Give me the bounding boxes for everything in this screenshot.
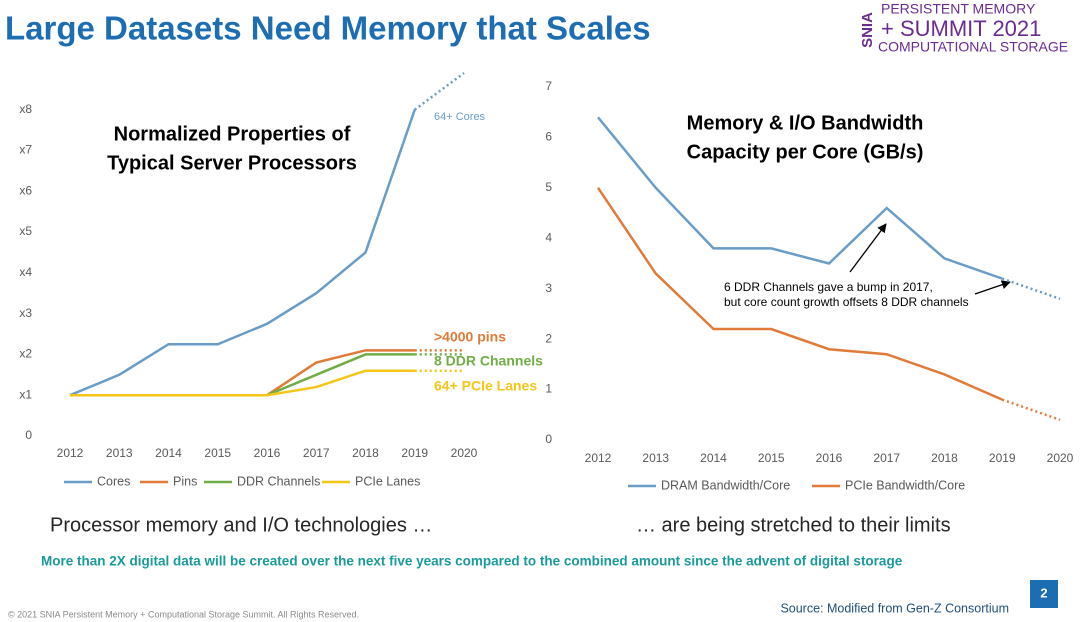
- chart-title: Memory & I/O Bandwidth: [687, 112, 924, 134]
- y-tick-label: 0: [25, 428, 32, 442]
- line: [597, 116, 1003, 280]
- x-tick-label: 2018: [352, 446, 379, 460]
- annotation: >4000 pins: [434, 329, 506, 345]
- x-tick-label: 2014: [700, 451, 727, 465]
- caption: Processor memory and I/O technologies …: [50, 514, 432, 536]
- annotation: 8 DDR Channels: [434, 353, 543, 369]
- page-box: [1030, 580, 1058, 608]
- legend-label: Pins: [173, 474, 197, 488]
- projection-line: [414, 71, 465, 111]
- y-tick-label: 7: [545, 79, 552, 93]
- y-tick-label: 6: [545, 130, 552, 144]
- annotation: but core count growth offsets 8 DDR chan…: [724, 295, 969, 309]
- legend-label: DRAM Bandwidth/Core: [661, 478, 790, 492]
- logo-mark: SNIA: [859, 12, 876, 48]
- x-tick-label: 2019: [989, 451, 1016, 465]
- line: [596, 187, 1003, 401]
- y-tick-label: 4: [545, 230, 552, 244]
- y-tick-label: 3: [545, 281, 552, 295]
- x-tick-label: 2017: [873, 451, 900, 465]
- y-tick-label: 0: [545, 432, 552, 446]
- projection-line: [1001, 277, 1061, 300]
- x-tick-label: 2017: [303, 446, 330, 460]
- arrow: [974, 280, 1011, 295]
- y-tick-label: x3: [19, 306, 32, 320]
- caption: … are being stretched to their limits: [636, 514, 951, 536]
- y-tick-label: x8: [19, 102, 32, 116]
- annotation: 6 DDR Channels gave a bump in 2017,: [724, 280, 933, 294]
- x-tick-label: 2013: [106, 446, 133, 460]
- y-tick-label: x6: [19, 183, 32, 197]
- y-tick-label: 5: [545, 180, 552, 194]
- line: [69, 109, 416, 397]
- y-tick-label: 2: [545, 331, 552, 345]
- logo-line: PERSISTENT MEMORY: [881, 1, 1036, 17]
- x-tick-label: 2019: [401, 446, 428, 460]
- y-tick-label: x1: [19, 387, 32, 401]
- page-number: 2: [1040, 585, 1047, 600]
- x-tick-label: 2013: [642, 451, 669, 465]
- statement: More than 2X digital data will be create…: [41, 554, 903, 569]
- chart-title: Normalized Properties of: [114, 123, 351, 145]
- chart-title: Typical Server Processors: [107, 152, 357, 174]
- projection-line: [1001, 398, 1061, 422]
- x-tick-label: 2012: [585, 451, 612, 465]
- x-tick-label: 2016: [254, 446, 281, 460]
- arrow: [849, 223, 887, 273]
- annotation: 64+ Cores: [434, 111, 486, 123]
- source: Source: Modified from Gen-Z Consortium: [780, 601, 1009, 615]
- x-tick-label: 2014: [155, 446, 182, 460]
- logo-line: + SUMMIT 2021: [881, 16, 1041, 41]
- logo-line: COMPUTATIONAL STORAGE: [878, 39, 1068, 55]
- y-tick-label: x7: [19, 143, 32, 157]
- copyright: © 2021 SNIA Persistent Memory + Computat…: [8, 609, 359, 619]
- annotation: 64+ PCIe Lanes: [434, 378, 537, 394]
- x-tick-label: 2016: [816, 451, 843, 465]
- y-tick-label: 1: [545, 382, 552, 396]
- legend-label: DDR Channels: [237, 474, 320, 488]
- x-tick-label: 2020: [1047, 451, 1074, 465]
- x-tick-label: 2015: [758, 451, 785, 465]
- y-tick-label: x4: [19, 265, 32, 279]
- legend-label: Cores: [97, 474, 130, 488]
- slide-title: Large Datasets Need Memory that Scales: [5, 10, 651, 47]
- x-tick-label: 2018: [931, 451, 958, 465]
- x-tick-label: 2012: [57, 446, 84, 460]
- y-tick-label: x2: [19, 347, 32, 361]
- x-tick-label: 2015: [204, 446, 231, 460]
- x-tick-label: 2020: [451, 446, 478, 460]
- legend-label: PCIe Lanes: [355, 474, 420, 488]
- chart-title: Capacity per Core (GB/s): [687, 141, 924, 163]
- line: [70, 369, 415, 397]
- legend-label: PCIe Bandwidth/Core: [845, 478, 965, 492]
- y-tick-label: x5: [19, 224, 32, 238]
- line: [70, 353, 415, 397]
